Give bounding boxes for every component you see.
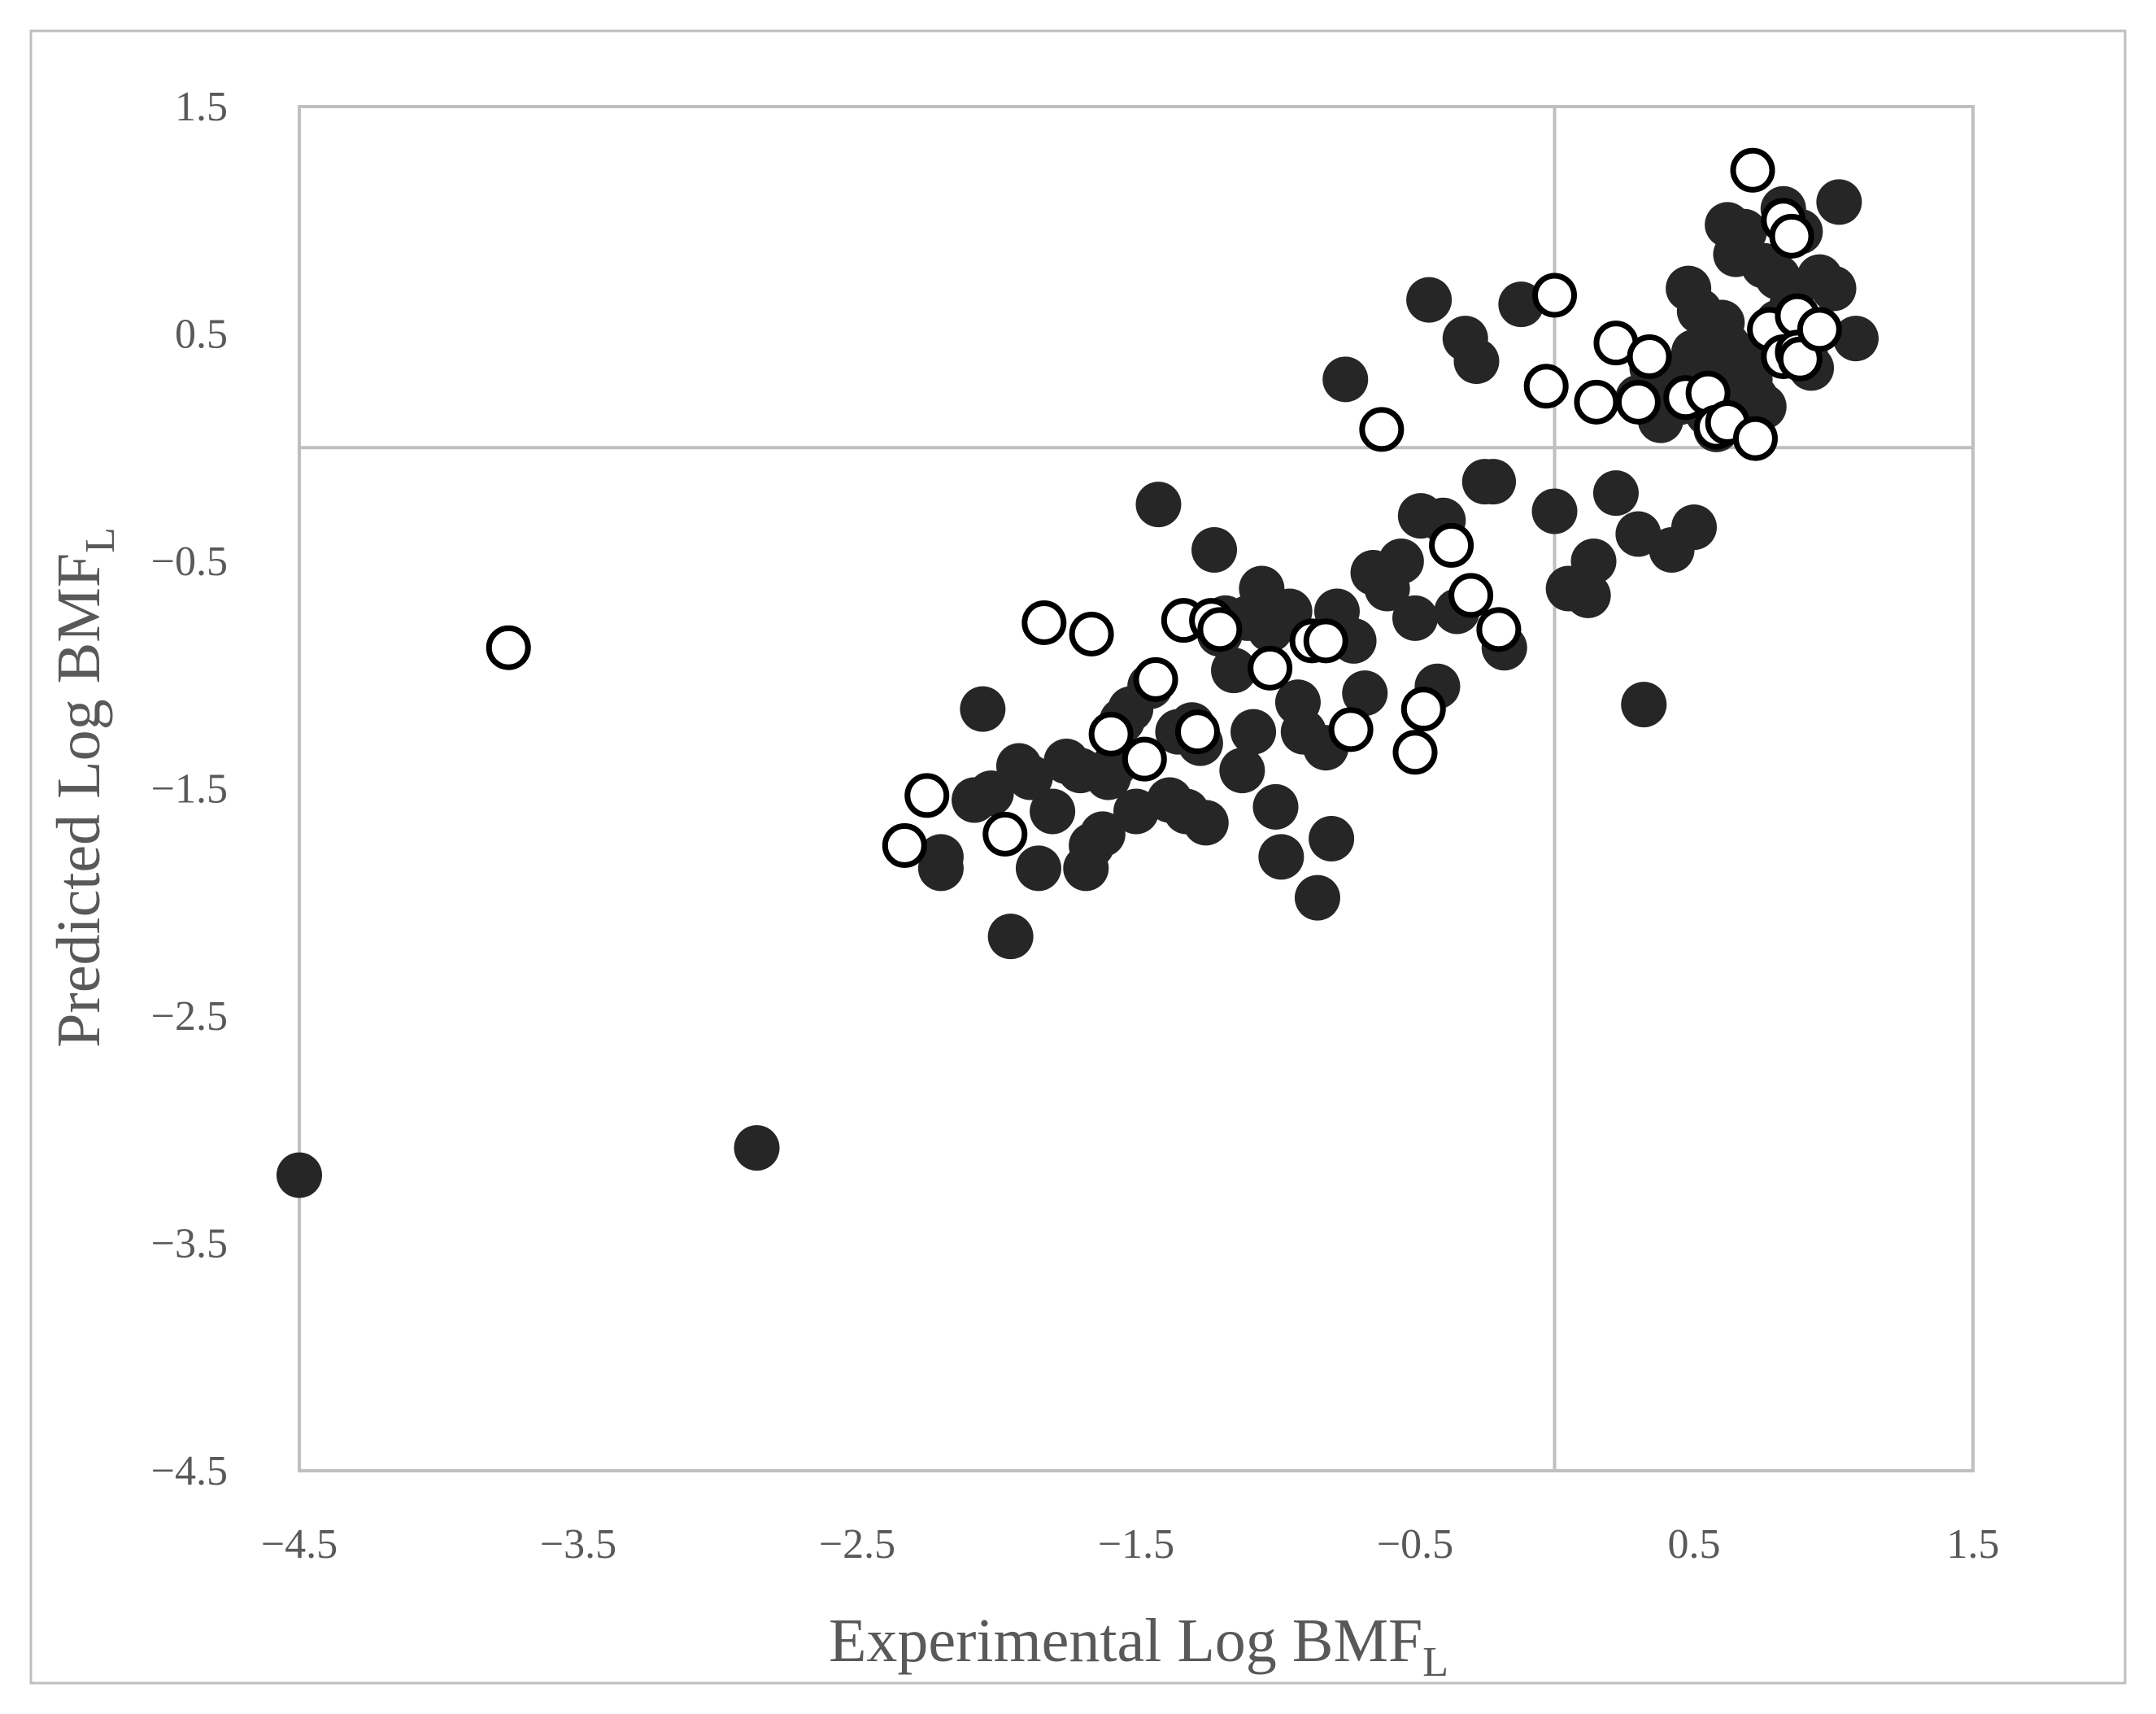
filled-point xyxy=(277,1152,322,1198)
filled-point xyxy=(1030,788,1076,835)
filled-point xyxy=(734,1125,780,1171)
open-point xyxy=(882,822,927,868)
filled-point xyxy=(1671,329,1717,375)
open-point xyxy=(982,811,1028,857)
filled-point xyxy=(1816,179,1862,225)
open-point xyxy=(1069,611,1114,656)
open-point xyxy=(1523,364,1569,409)
filled-point xyxy=(1570,539,1617,584)
open-point xyxy=(1429,522,1474,568)
open-point xyxy=(1122,736,1167,782)
open-point xyxy=(1303,618,1348,664)
x-axis-title: Experimental Log BMFL xyxy=(829,1607,1448,1686)
open-point xyxy=(1448,573,1494,618)
y-axis-title: Predicted Log BMFL xyxy=(45,527,124,1048)
y-tick-label: −0.5 xyxy=(151,539,228,585)
open-point xyxy=(1730,147,1775,193)
open-point xyxy=(1532,273,1577,318)
open-point xyxy=(904,773,950,818)
open-point xyxy=(1021,600,1067,645)
reference-lines xyxy=(299,107,1973,1471)
filled-point xyxy=(1258,834,1304,880)
y-axis-title-text: Predicted Log BMF xyxy=(45,553,113,1048)
open-point xyxy=(1400,687,1446,732)
x-tick-labels: −4.5 −3.5 −2.5 −1.5 −0.5 0.5 1.5 xyxy=(261,1521,2000,1568)
filled-point xyxy=(1453,338,1500,385)
open-point xyxy=(1174,709,1220,755)
open-point xyxy=(1627,334,1672,379)
filled-point xyxy=(1721,208,1767,255)
open-point xyxy=(1248,645,1293,691)
filled-point xyxy=(1211,648,1257,694)
x-tick-label: −3.5 xyxy=(540,1521,616,1568)
filled-point xyxy=(1406,277,1453,323)
filled-point xyxy=(960,686,1006,732)
filled-point xyxy=(1810,265,1857,312)
y-tick-label: 1.5 xyxy=(175,84,228,130)
filled-point xyxy=(1671,504,1717,551)
filled-point xyxy=(1832,316,1879,362)
y-tick-labels: 1.5 0.5 −0.5 −1.5 −2.5 −3.5 −4.5 xyxy=(151,84,228,1494)
filled-point xyxy=(1309,815,1355,861)
filled-point xyxy=(1592,470,1639,517)
filled-point xyxy=(1392,595,1438,641)
x-tick-label: 0.5 xyxy=(1668,1521,1721,1568)
filled-point xyxy=(1565,572,1611,618)
x-axis-title-text: Experimental Log BMF xyxy=(829,1607,1422,1675)
open-point xyxy=(1197,607,1243,652)
filled-point xyxy=(968,770,1014,817)
x-tick-label: 1.5 xyxy=(1947,1521,2000,1568)
open-point xyxy=(1328,707,1374,752)
filled-point xyxy=(1191,527,1238,574)
x-axis-title-subscript: L xyxy=(1422,1639,1448,1686)
filled-point xyxy=(1015,845,1061,892)
filled-point xyxy=(1531,488,1578,534)
x-tick-label: −0.5 xyxy=(1377,1521,1453,1568)
filled-point xyxy=(1621,682,1667,728)
open-point xyxy=(1088,711,1134,757)
filled-point xyxy=(1007,754,1053,800)
open-point xyxy=(1359,407,1405,452)
filled-point xyxy=(1252,783,1299,830)
open-point xyxy=(1476,607,1522,652)
open-point xyxy=(1574,379,1619,425)
x-tick-label: −4.5 xyxy=(261,1521,338,1568)
open-points-series xyxy=(486,147,1842,868)
y-tick-label: −1.5 xyxy=(151,766,228,813)
y-tick-label: −4.5 xyxy=(151,1448,228,1494)
x-tick-label: −1.5 xyxy=(1098,1521,1174,1568)
open-point xyxy=(486,625,531,670)
filled-point xyxy=(1378,539,1424,584)
filled-point xyxy=(1219,748,1265,794)
y-tick-label: 0.5 xyxy=(175,312,228,358)
filled-point xyxy=(1079,811,1126,857)
filled-point xyxy=(1183,800,1229,846)
open-point xyxy=(1732,416,1778,461)
filled-point xyxy=(917,845,964,892)
filled-point xyxy=(1294,874,1340,921)
filled-point xyxy=(987,914,1034,960)
filled-point xyxy=(1322,356,1369,403)
y-tick-label: −2.5 xyxy=(151,993,228,1040)
filled-point xyxy=(1230,709,1277,755)
open-point xyxy=(1797,307,1842,352)
filled-point xyxy=(1342,670,1388,717)
x-tick-label: −2.5 xyxy=(819,1521,895,1568)
y-tick-label: −3.5 xyxy=(151,1221,228,1267)
y-axis-title-subscript: L xyxy=(77,527,124,553)
open-point xyxy=(1615,379,1661,425)
open-point xyxy=(1133,656,1178,702)
filled-point xyxy=(1470,459,1517,505)
open-point xyxy=(1392,730,1438,775)
open-point xyxy=(1769,213,1814,259)
filled-point xyxy=(1135,482,1182,528)
